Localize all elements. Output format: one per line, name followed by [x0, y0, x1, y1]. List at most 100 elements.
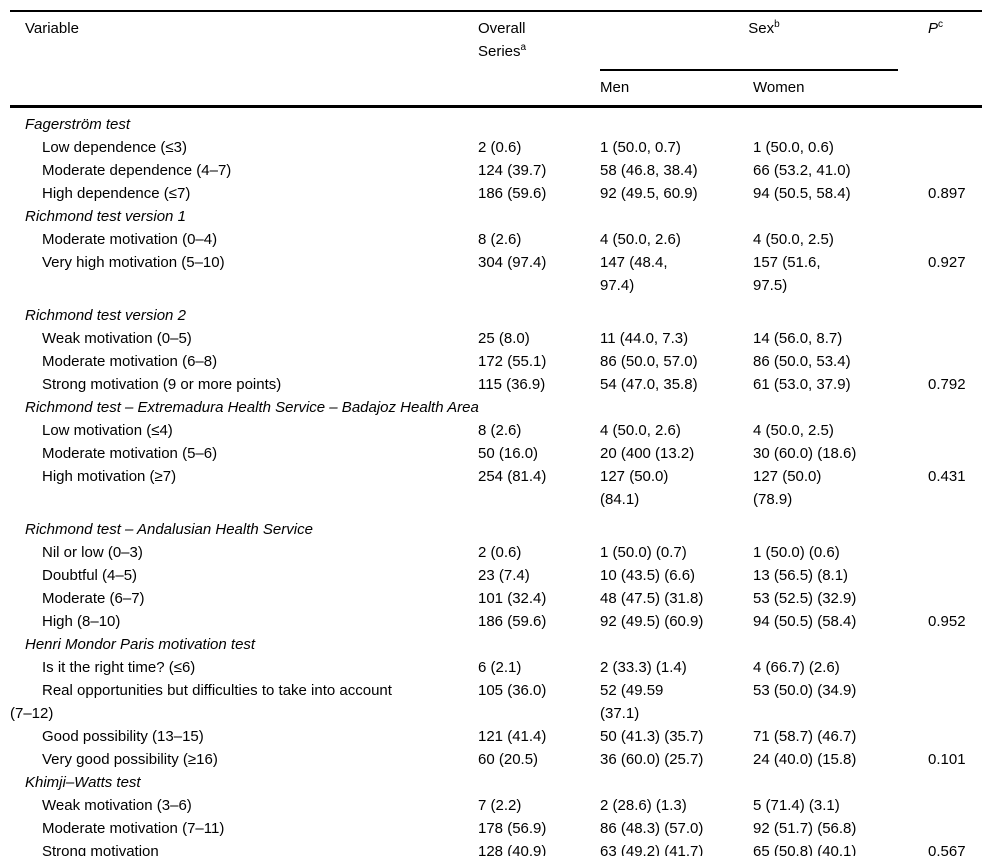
sex-spanner-rule	[600, 69, 899, 71]
men-cell: 11 (44.0, 7.3)	[600, 330, 689, 347]
table-row: Moderate motivation (6–8) 172 (55.1) 86 …	[10, 350, 982, 373]
column-header-variable-label: Variable	[25, 20, 79, 37]
column-header-p: Pc	[928, 11, 983, 108]
variable-label: Low motivation (≤4)	[42, 422, 173, 439]
p-value-cell	[928, 136, 982, 159]
variable-cell: Is it the right time? (≤6)	[10, 656, 478, 679]
table-body: Fagerström test Low dependence (≤3) 2 (0…	[10, 107, 982, 856]
variable-cell: Very high motivation (5–10)	[10, 251, 478, 304]
variable-cell: Moderate motivation (0–4)	[10, 228, 478, 251]
women-cell: 53 (52.5) (32.9)	[753, 590, 857, 607]
variable-cell: High dependence (≤7)	[10, 182, 478, 205]
variable-label: Very good possibility (≥16)	[42, 751, 218, 768]
men-cell: 4 (50.0, 2.6)	[600, 231, 681, 248]
sex-label: Sexb	[600, 17, 928, 40]
men-cell: 1 (50.0, 0.7)	[600, 139, 681, 156]
women-cell: 71 (58.7) (46.7)	[753, 728, 857, 745]
table-row: Real opportunities but difficulties to t…	[10, 679, 982, 725]
women-cell: 94 (50.5) (58.4)	[753, 613, 857, 630]
variable-label: Weak motivation (3–6)	[42, 797, 192, 814]
variable-cell: Moderate dependence (4–7)	[10, 159, 478, 182]
variable-label: Strong motivation	[42, 843, 159, 856]
women-label: Women	[753, 79, 805, 96]
footnote-marker-c: c	[938, 19, 944, 30]
overall-series-cell: 8 (2.6)	[478, 231, 522, 248]
table-row: Strong motivation (9 or more points) 115…	[10, 373, 982, 396]
men-cell: 86 (50.0, 57.0)	[600, 353, 698, 370]
variable-label: Moderate motivation (6–8)	[42, 353, 218, 370]
men-cell: 54 (47.0, 35.8)	[600, 376, 698, 393]
overall-series-cell: 128 (40.9)	[478, 843, 547, 856]
p-value-cell	[928, 350, 982, 373]
men-cell: 52 (49.59 (37.1)	[600, 682, 664, 722]
overall-series-cell: 2 (0.6)	[478, 139, 522, 156]
p-value-cell: 0.431	[928, 468, 966, 485]
section-title: Richmond test – Extremadura Health Servi…	[25, 399, 479, 416]
column-header-sex: Sexb	[600, 11, 928, 71]
table-row: Nil or low (0–3) 2 (0.6) 1 (50.0) (0.7) …	[10, 541, 982, 564]
variable-label: High motivation (≥7)	[42, 468, 177, 485]
overall-series-cell: 124 (39.7)	[478, 162, 547, 179]
overall-label-line1: Overall	[478, 20, 526, 37]
table-row: Moderate motivation (5–6) 50 (16.0) 20 (…	[10, 442, 982, 465]
men-cell: 50 (41.3) (35.7)	[600, 728, 704, 745]
women-cell: 65 (50.8) (40.1)	[753, 843, 857, 856]
table-row: High (8–10) 186 (59.6) 92 (49.5) (60.9) …	[10, 610, 982, 633]
section-title: Richmond test version 2	[25, 307, 186, 324]
men-cell: 1 (50.0) (0.7)	[600, 544, 687, 561]
overall-series-cell: 172 (55.1)	[478, 353, 547, 370]
table-row: Moderate motivation (0–4) 8 (2.6) 4 (50.…	[10, 228, 982, 251]
variable-cell: Moderate motivation (5–6)	[10, 442, 478, 465]
variable-label: Moderate dependence (4–7)	[42, 162, 232, 179]
women-cell: 94 (50.5, 58.4)	[753, 185, 851, 202]
table-row: Very high motivation (5–10) 304 (97.4) 1…	[10, 251, 982, 304]
table-header: Variable Overall Seriesa Sexb Pc	[10, 11, 983, 108]
variable-cell: Strong motivation (9 or more points)	[10, 373, 478, 396]
overall-series-cell: 50 (16.0)	[478, 445, 539, 462]
footnote-marker-b: b	[774, 19, 780, 30]
overall-series-cell: 6 (2.1)	[478, 659, 522, 676]
men-cell: 63 (49.2) (41.7)	[600, 843, 704, 856]
table-row: Good possibility (13–15) 121 (41.4) 50 (…	[10, 725, 982, 748]
column-header-variable: Variable	[10, 11, 478, 108]
p-value-cell	[928, 541, 982, 564]
women-cell: 127 (50.0) (78.9)	[753, 468, 822, 508]
table-row: Weak motivation (0–5) 25 (8.0) 11 (44.0,…	[10, 327, 982, 350]
men-cell: 92 (49.5) (60.9)	[600, 613, 704, 630]
sex-header-group: Sexb	[600, 17, 928, 71]
table-row: High dependence (≤7) 186 (59.6) 92 (49.5…	[10, 182, 982, 205]
overall-label-line2: Series	[478, 43, 521, 60]
section-title: Henri Mondor Paris motivation test	[25, 636, 256, 653]
women-cell: 14 (56.0, 8.7)	[753, 330, 843, 347]
p-value-cell: 0.952	[928, 613, 966, 630]
overall-series-cell: 254 (81.4)	[478, 468, 547, 485]
p-value-cell	[928, 656, 982, 679]
men-cell: 2 (33.3) (1.4)	[600, 659, 687, 676]
variable-cell: Strong motivation	[10, 840, 478, 856]
overall-series-cell: 304 (97.4)	[478, 254, 547, 271]
p-value-cell	[928, 159, 982, 182]
section-row: Henri Mondor Paris motivation test	[10, 633, 982, 656]
variable-cell: Moderate motivation (6–8)	[10, 350, 478, 373]
women-cell: 13 (56.5) (8.1)	[753, 567, 849, 584]
variable-cell: Weak motivation (3–6)	[10, 794, 478, 817]
variable-cell: Low motivation (≤4)	[10, 419, 478, 442]
overall-series-cell: 178 (56.9)	[478, 820, 547, 837]
table-row: Moderate dependence (4–7) 124 (39.7) 58 …	[10, 159, 982, 182]
variable-label: High dependence (≤7)	[42, 185, 191, 202]
variable-label: Good possibility (13–15)	[42, 728, 204, 745]
p-value-cell	[928, 817, 982, 840]
variable-label: Real opportunities but difficulties to t…	[10, 682, 392, 722]
column-header-overall-series: Overall Seriesa	[478, 11, 600, 108]
overall-series-cell: 7 (2.2)	[478, 797, 522, 814]
women-cell: 92 (51.7) (56.8)	[753, 820, 857, 837]
table-row: Strong motivation 128 (40.9) 63 (49.2) (…	[10, 840, 982, 856]
variable-cell: Doubtful (4–5)	[10, 564, 478, 587]
section-row: Richmond test version 2	[10, 304, 982, 327]
p-value-cell	[928, 679, 982, 725]
table-row: Is it the right time? (≤6) 6 (2.1) 2 (33…	[10, 656, 982, 679]
motivation-tests-table: Variable Overall Seriesa Sexb Pc	[10, 10, 983, 856]
p-value-cell: 0.101	[928, 751, 966, 768]
variable-label: Moderate motivation (7–11)	[42, 820, 225, 837]
